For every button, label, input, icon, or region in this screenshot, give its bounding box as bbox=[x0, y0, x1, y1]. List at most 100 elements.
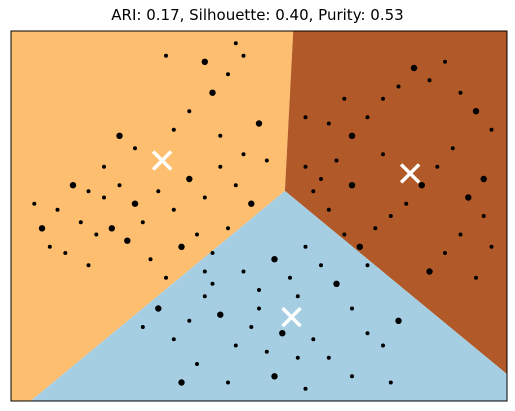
data-point bbox=[69, 182, 77, 189]
data-point bbox=[186, 175, 193, 183]
data-point bbox=[124, 237, 131, 244]
data-point bbox=[241, 269, 246, 274]
data-point bbox=[356, 243, 363, 250]
data-point bbox=[209, 89, 216, 96]
data-point bbox=[47, 244, 52, 249]
data-point bbox=[178, 243, 185, 250]
data-point bbox=[450, 146, 455, 151]
data-point bbox=[255, 120, 263, 127]
data-point bbox=[481, 214, 486, 218]
data-point bbox=[264, 349, 269, 354]
data-point bbox=[264, 158, 269, 163]
data-point bbox=[426, 268, 433, 275]
data-point bbox=[443, 59, 447, 64]
data-point bbox=[226, 380, 230, 385]
data-point bbox=[86, 189, 91, 194]
centroid-markers bbox=[151, 150, 421, 328]
data-point bbox=[164, 53, 168, 58]
data-point bbox=[326, 207, 331, 212]
cluster-region-bottom bbox=[30, 190, 507, 401]
cluster-region-right bbox=[284, 31, 507, 375]
data-point bbox=[303, 244, 308, 249]
data-point bbox=[458, 90, 463, 95]
data-point bbox=[443, 251, 447, 255]
data-point bbox=[373, 226, 378, 231]
data-point bbox=[116, 132, 123, 139]
data-point bbox=[178, 379, 185, 386]
data-point bbox=[396, 84, 401, 89]
data-point bbox=[55, 207, 60, 212]
data-point bbox=[271, 373, 278, 380]
data-point bbox=[140, 325, 145, 329]
data-point bbox=[233, 41, 238, 46]
data-point bbox=[38, 225, 46, 232]
data-point bbox=[365, 331, 370, 336]
data-point bbox=[226, 72, 230, 77]
data-point bbox=[489, 244, 494, 249]
data-point bbox=[63, 251, 68, 255]
data-point bbox=[156, 189, 161, 194]
data-point bbox=[202, 269, 207, 274]
data-point bbox=[326, 121, 331, 126]
data-point bbox=[241, 152, 246, 157]
data-point bbox=[311, 337, 316, 342]
data-point bbox=[171, 337, 176, 342]
data-point bbox=[303, 164, 308, 169]
data-point bbox=[295, 294, 300, 299]
data-point bbox=[395, 317, 402, 324]
centroid-marker bbox=[151, 150, 173, 171]
data-point bbox=[102, 195, 106, 200]
data-point bbox=[117, 183, 122, 188]
data-point bbox=[218, 164, 223, 169]
data-point bbox=[171, 127, 176, 132]
data-point bbox=[474, 275, 478, 280]
data-point bbox=[465, 194, 472, 201]
data-point bbox=[86, 263, 91, 268]
data-point bbox=[202, 294, 207, 299]
data-point bbox=[303, 115, 308, 120]
data-point bbox=[171, 207, 176, 212]
cluster-region-upper-left bbox=[11, 31, 294, 401]
data-point bbox=[155, 305, 162, 312]
data-point bbox=[418, 182, 425, 189]
data-point bbox=[241, 53, 246, 58]
data-point bbox=[365, 115, 370, 120]
data-point bbox=[78, 220, 83, 225]
data-point bbox=[233, 343, 238, 348]
data-point bbox=[218, 133, 223, 138]
data-point bbox=[164, 275, 168, 280]
data-point bbox=[108, 225, 116, 232]
data-point bbox=[350, 306, 354, 311]
data-point bbox=[388, 214, 393, 218]
data-point bbox=[381, 96, 385, 101]
data-point bbox=[195, 232, 199, 237]
data-point bbox=[333, 280, 340, 287]
data-point bbox=[381, 152, 385, 157]
chart-title: ARI: 0.17, Silhouette: 0.40, Purity: 0.5… bbox=[111, 6, 404, 24]
data-point bbox=[148, 257, 153, 262]
data-point bbox=[348, 132, 356, 139]
data-point bbox=[226, 226, 230, 231]
data-point bbox=[102, 164, 106, 169]
data-point bbox=[381, 343, 385, 348]
data-point bbox=[131, 200, 139, 207]
data-point bbox=[427, 78, 432, 83]
data-point bbox=[458, 232, 463, 237]
data-point bbox=[480, 175, 487, 183]
centroid-marker bbox=[399, 163, 421, 184]
data-point bbox=[342, 96, 347, 101]
data-point bbox=[271, 256, 278, 263]
data-point bbox=[350, 374, 354, 379]
data-point bbox=[248, 200, 255, 207]
plot-frame bbox=[10, 30, 508, 402]
data-point bbox=[210, 251, 215, 255]
data-points bbox=[32, 41, 494, 391]
data-point bbox=[201, 58, 208, 65]
data-point bbox=[202, 195, 207, 200]
data-point bbox=[94, 232, 99, 237]
data-point bbox=[311, 189, 316, 194]
data-point bbox=[365, 263, 370, 268]
data-point bbox=[233, 183, 238, 188]
data-point bbox=[489, 127, 494, 132]
